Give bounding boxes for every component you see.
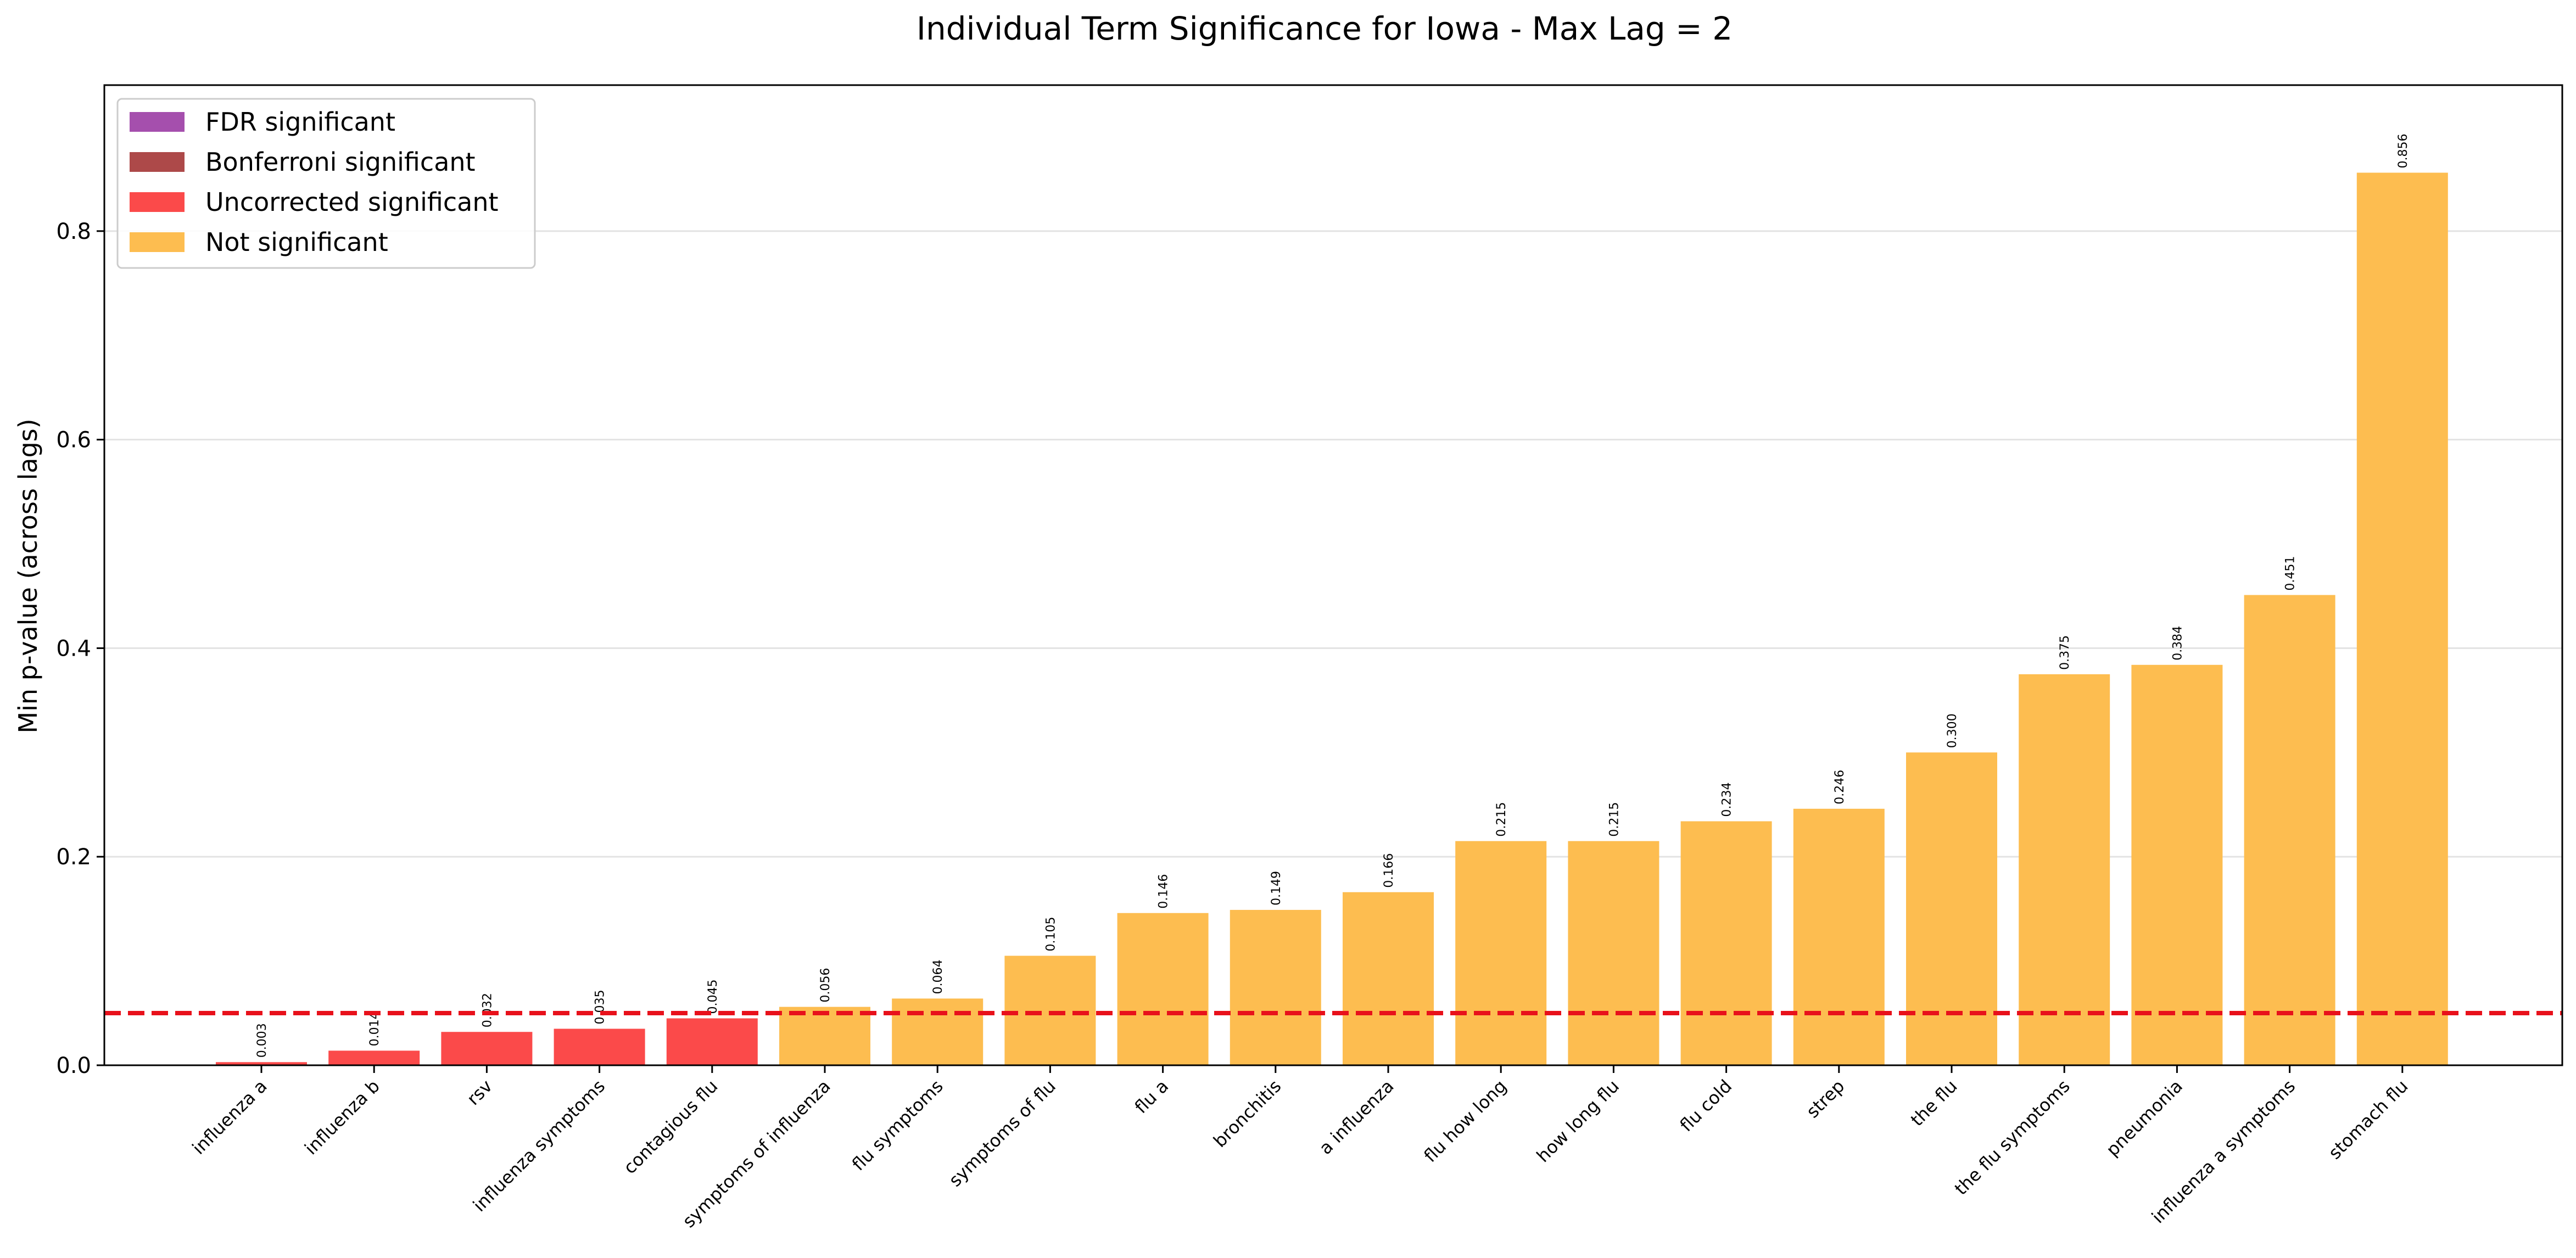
y-axis-ticks: 0.0 0.2 0.4 0.6 0.8 — [56, 219, 104, 1078]
value-labels: 0.003 0.014 0.032 0.035 0.045 0.056 0.064 0.105… — [255, 134, 2410, 1058]
x-tick-label: strep — [1802, 1076, 1849, 1122]
bar — [328, 1050, 420, 1065]
y-tick-label: 0.8 — [56, 219, 91, 244]
data-label: 0.056 — [819, 968, 832, 1003]
y-tick-label: 0.6 — [56, 428, 91, 453]
x-tick-label: how long flu — [1533, 1076, 1623, 1166]
legend-swatch — [130, 232, 185, 252]
y-axis-label: Min p-value (across lags) — [13, 418, 43, 733]
bar — [554, 1028, 645, 1065]
bar — [2131, 664, 2223, 1065]
data-label: 0.384 — [2171, 626, 2184, 661]
x-tick-label: symptoms of flu — [945, 1076, 1060, 1191]
bar — [1680, 821, 1772, 1065]
bar — [2244, 595, 2335, 1065]
legend: FDR significant Bonferroni significant Unc… — [116, 98, 536, 269]
legend-label: Not significant — [205, 227, 388, 257]
data-label: 0.035 — [594, 990, 607, 1025]
data-label: 0.234 — [1720, 782, 1734, 817]
legend-swatch — [130, 152, 185, 172]
bar — [1117, 913, 1209, 1065]
data-label: 0.105 — [1044, 917, 1058, 952]
bar — [441, 1032, 533, 1065]
legend-swatch — [130, 192, 185, 212]
bar — [1455, 841, 1547, 1065]
data-label: 0.451 — [2284, 556, 2298, 591]
legend-label: Bonferroni significant — [205, 147, 476, 177]
data-label: 0.149 — [1270, 871, 1283, 905]
bar — [1004, 955, 1096, 1065]
x-tick-label: influenza a — [188, 1076, 271, 1159]
data-label: 0.032 — [480, 993, 494, 1027]
data-label: 0.215 — [1495, 802, 1508, 837]
bar — [892, 998, 984, 1065]
y-tick-label: 0.0 — [56, 1053, 91, 1078]
bar — [1568, 841, 1659, 1065]
data-label: 0.146 — [1157, 874, 1171, 909]
data-label: 0.166 — [1382, 853, 1396, 888]
bar — [1906, 752, 1997, 1065]
legend-label: FDR significant — [205, 107, 395, 137]
bar — [779, 1007, 870, 1065]
bar — [2356, 172, 2448, 1066]
data-label: 0.375 — [2058, 635, 2072, 670]
data-label: 0.300 — [1946, 713, 1959, 748]
data-label: 0.856 — [2396, 134, 2410, 169]
x-tick-label: a influenza — [1315, 1076, 1398, 1159]
data-label: 0.215 — [1607, 802, 1621, 837]
x-tick-label: flu how long — [1420, 1076, 1510, 1166]
x-tick-label: rsv — [463, 1076, 496, 1109]
x-tick-label: the flu symptoms — [1951, 1076, 2074, 1199]
bar — [1793, 808, 1885, 1065]
x-tick-label: contagious flu — [619, 1076, 722, 1178]
x-tick-label: flu cold — [1676, 1076, 1736, 1136]
legend-label: Uncorrected significant — [205, 187, 499, 217]
plot-frame — [103, 84, 2563, 1066]
data-label: 0.003 — [255, 1023, 269, 1058]
bars — [216, 172, 2448, 1066]
x-tick-label: pneumonia — [2102, 1076, 2187, 1160]
bar — [666, 1018, 758, 1065]
x-tick-label: influenza b — [300, 1076, 384, 1159]
data-label: 0.246 — [1833, 770, 1847, 804]
legend-box — [116, 98, 536, 269]
x-tick-label: flu a — [1131, 1076, 1173, 1118]
bar — [216, 1062, 307, 1065]
x-tick-label: stomach flu — [2324, 1076, 2412, 1164]
bar — [1343, 892, 1434, 1065]
data-label: 0.014 — [368, 1011, 382, 1046]
y-tick-label: 0.2 — [56, 845, 91, 870]
bar — [2019, 674, 2110, 1065]
y-tick-label: 0.4 — [56, 636, 91, 661]
legend-swatch — [130, 112, 185, 132]
data-label: 0.064 — [931, 959, 945, 994]
x-tick-label: flu symptoms — [848, 1076, 947, 1175]
chart-title: Individual Term Significance for Iowa - … — [917, 10, 1733, 47]
x-tick-label: bronchitis — [1209, 1076, 1285, 1151]
x-tick-label: the flu — [1907, 1076, 1962, 1131]
bar — [1230, 910, 1321, 1065]
data-label: 0.045 — [706, 980, 720, 1014]
